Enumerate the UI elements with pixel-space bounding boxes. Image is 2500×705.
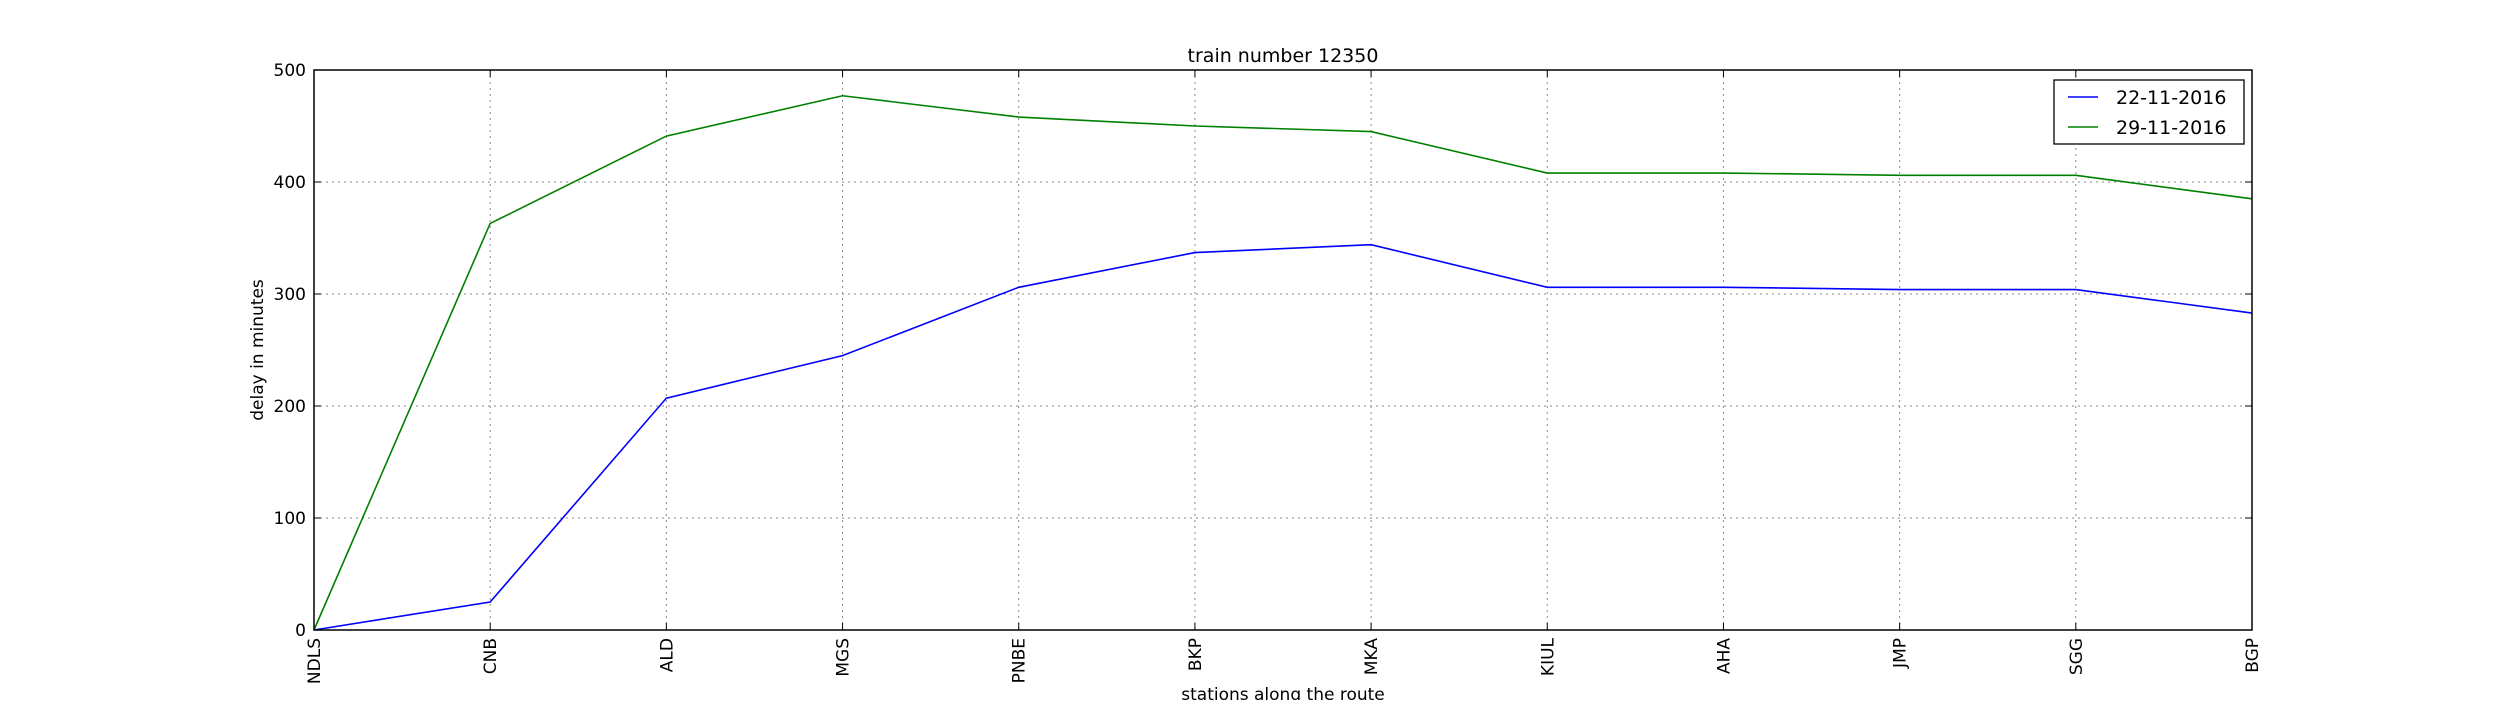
x-axis-label: stations along the route [1181, 685, 1385, 700]
x-tick-label: BGP [2243, 638, 2263, 673]
y-tick-label: 200 [274, 397, 306, 417]
y-tick-label: 400 [274, 173, 306, 193]
legend-box [2053, 79, 2245, 145]
series-lines [313, 94, 2253, 631]
data-point [664, 396, 668, 400]
plot-frame [313, 69, 2253, 631]
data-point [1898, 288, 1902, 292]
x-tick-label: MKA [1362, 638, 1382, 676]
data-point [841, 94, 845, 98]
y-axis-ticks: 0 100 200 300 400 500 [274, 61, 2252, 641]
y-tick-label: 100 [274, 509, 306, 529]
y-tick-label: 500 [274, 61, 306, 81]
data-point [1369, 243, 1373, 247]
data-point [2074, 288, 2078, 292]
data-point [664, 134, 668, 138]
data-point [1545, 285, 1549, 289]
data-point [1545, 171, 1549, 175]
data-point [488, 600, 492, 604]
x-tick-label: MGS [834, 638, 854, 677]
series-line-1 [313, 94, 2253, 631]
x-tick-label: BKP [1186, 638, 1206, 671]
grid-lines [314, 70, 2252, 630]
data-point [1017, 115, 1021, 119]
x-axis-ticks: NDLS CNB ALD MGS PNBE BKP MKA KIUL AHA JMP SGG BGP [305, 70, 2263, 684]
data-point [1721, 171, 1725, 175]
data-point [841, 354, 845, 358]
y-tick-label: 300 [274, 285, 306, 305]
data-point [1193, 124, 1197, 128]
x-tick-label: KIUL [1538, 637, 1558, 676]
x-tick-label: AHA [1714, 638, 1734, 674]
data-point [1017, 285, 1021, 289]
x-tick-label: PNBE [1010, 638, 1030, 683]
y-axis-label: delay in minutes [248, 279, 268, 421]
data-point [1721, 285, 1725, 289]
data-point [488, 221, 492, 225]
y-tick-label: 0 [295, 621, 306, 641]
data-point [1369, 130, 1373, 134]
x-tick-label: JMP [1891, 638, 1911, 669]
legend: 22-11-2016 29-11-2016 [2053, 79, 2245, 145]
x-tick-label: NDLS [305, 638, 325, 684]
x-tick-label: SGG [2067, 638, 2087, 675]
data-point [1898, 173, 1902, 177]
legend-label: 29-11-2016 [2116, 117, 2226, 139]
chart-title: train number 12350 [1188, 45, 1379, 67]
data-point [1193, 251, 1197, 255]
legend-label: 22-11-2016 [2116, 87, 2226, 109]
series-line-0 [313, 243, 2253, 631]
x-tick-label: CNB [481, 638, 501, 674]
x-tick-label: ALD [657, 638, 677, 672]
data-point [2074, 173, 2078, 177]
